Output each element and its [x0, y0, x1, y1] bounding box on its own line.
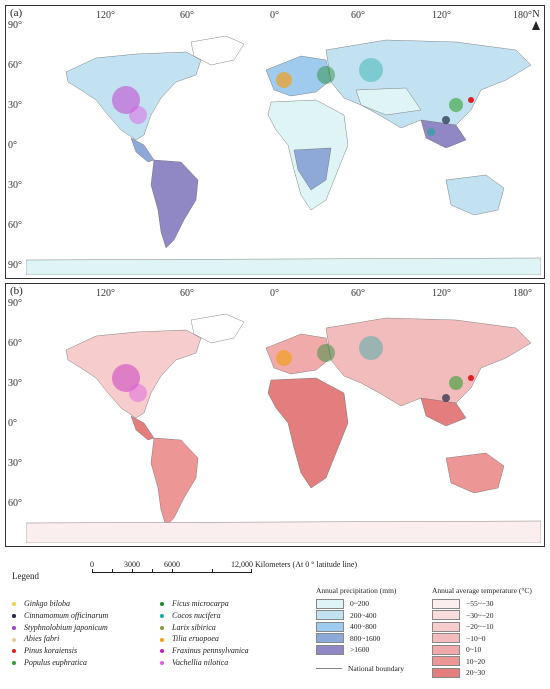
- lon-label: 60°: [351, 288, 365, 299]
- lon-label: 120°: [96, 10, 115, 21]
- legend-item: Cinnamomum officinarum: [12, 610, 108, 622]
- legend-item: Ginkgo biloba: [12, 598, 108, 610]
- temp-class: −30~−20: [432, 610, 548, 622]
- panel-label: (b): [10, 285, 23, 297]
- lat-label: 30°: [8, 100, 22, 111]
- scale-tick-label: 6000: [164, 560, 180, 569]
- lat-label: 90°: [8, 260, 22, 271]
- species-legend-col-2: Ficus microcarpa Cocos nucifera Larix si…: [160, 598, 249, 669]
- lon-label: 60°: [351, 10, 365, 21]
- temperature-legend-title: Annual average temperature (°C): [432, 586, 532, 595]
- lat-label: 0°: [8, 140, 17, 151]
- temp-class: 0~10: [432, 644, 548, 656]
- scale-tick-label: 12,000: [231, 560, 253, 569]
- legend-item: Larix sibirica: [160, 622, 249, 634]
- legend-item: Fraxinus pennsylvanica: [160, 645, 249, 657]
- national-boundary-legend: National boundary: [316, 662, 431, 676]
- scale-tick-label: 0: [90, 560, 94, 569]
- temp-class: 20~30: [432, 667, 548, 679]
- lon-label: 120°: [432, 288, 451, 299]
- lat-label: 60°: [8, 338, 22, 349]
- lon-label: 120°: [96, 288, 115, 299]
- legend-item: Tilia eruopoea: [160, 633, 249, 645]
- temperature-legend: Annual average temperature (°C) −55~−30 …: [432, 586, 548, 679]
- precipitation-legend-title: Annual precipitation (mm): [316, 586, 397, 595]
- precip-class: 0~200: [316, 598, 431, 610]
- world-precipitation-map: [26, 35, 541, 275]
- temp-class: −55~−30: [432, 598, 548, 610]
- precip-class: 200~400: [316, 610, 431, 622]
- lat-label: 60°: [8, 220, 22, 231]
- legend-item: Cocos nucifera: [160, 610, 249, 622]
- lon-label: 120°: [432, 10, 451, 21]
- precip-class: 800~1600: [316, 633, 431, 645]
- lat-label: 60°: [8, 60, 22, 71]
- legend-item: Styphnolobium japonicum: [12, 622, 108, 634]
- panel-label: (a): [10, 7, 23, 19]
- scale-tick-label: 3000: [124, 560, 140, 569]
- legend-item: Pinus koraiensis: [12, 645, 108, 657]
- legend-item: Ficus microcarpa: [160, 598, 249, 610]
- temp-class: 10~20: [432, 656, 548, 668]
- lon-label: 0°: [270, 288, 279, 299]
- lat-label: 30°: [8, 180, 22, 191]
- temp-class: −10~0: [432, 633, 548, 645]
- lon-label: 180°: [513, 10, 532, 21]
- lat-label: 90°: [8, 298, 22, 309]
- species-points: [112, 58, 474, 136]
- temp-class: −20~−10: [432, 621, 548, 633]
- north-arrow-icon: N: [532, 9, 540, 30]
- precip-class: >1600: [316, 644, 431, 656]
- map-panel-b: (b) 120° 60° 0° 60° 120° 180° 90° 60° 30…: [5, 283, 545, 547]
- lat-label: 90°: [8, 20, 22, 31]
- legend-title: Legend: [12, 571, 39, 581]
- precip-class: 400~800: [316, 621, 431, 633]
- lon-label: 60°: [180, 288, 194, 299]
- legend-item: Populus euphratica: [12, 657, 108, 669]
- lat-label: 0°: [8, 418, 17, 429]
- legend-item: Abies fabri: [12, 633, 108, 645]
- map-panel-a: (a) N 120° 60° 0° 60° 120° 180° 90° 60° …: [5, 5, 545, 279]
- lat-label: 30°: [8, 378, 22, 389]
- precipitation-legend: Annual precipitation (mm) 0~200 200~400 …: [316, 586, 431, 676]
- north-label: N: [532, 9, 540, 20]
- species-points: [112, 336, 474, 402]
- scale-units: Kilometers (At 0 ° latitude line): [255, 560, 358, 569]
- species-legend-col-1: Ginkgo biloba Cinnamomum officinarum Sty…: [12, 598, 108, 669]
- lon-label: 0°: [270, 10, 279, 21]
- lon-label: 180°: [513, 288, 532, 299]
- lat-label: 60°: [8, 498, 22, 509]
- legend-item: Vachellia nilotica: [160, 657, 249, 669]
- lon-label: 60°: [180, 10, 194, 21]
- world-temperature-map: [26, 313, 541, 543]
- scale-bar: 0 3000 6000 12,000 Kilometers (At 0 ° la…: [90, 560, 452, 582]
- lat-label: 30°: [8, 458, 22, 469]
